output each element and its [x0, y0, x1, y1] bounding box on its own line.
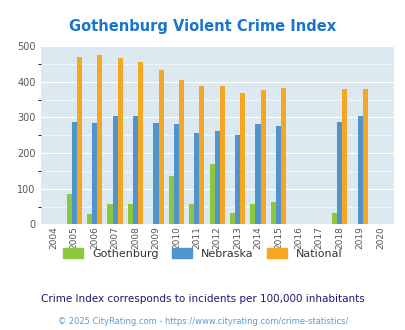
Bar [219, 86, 224, 224]
Bar [209, 164, 214, 224]
Bar [341, 89, 347, 224]
Bar [357, 116, 362, 224]
Bar [133, 116, 138, 224]
Bar [92, 123, 97, 224]
Bar [168, 176, 173, 224]
Legend: Gothenburg, Nebraska, National: Gothenburg, Nebraska, National [59, 244, 346, 263]
Bar [331, 213, 336, 224]
Text: Gothenburg Violent Crime Index: Gothenburg Violent Crime Index [69, 19, 336, 34]
Bar [189, 204, 194, 224]
Bar [77, 57, 82, 224]
Bar [336, 122, 341, 224]
Bar [275, 126, 280, 224]
Bar [214, 131, 219, 224]
Bar [97, 55, 102, 224]
Bar [255, 124, 260, 224]
Bar [179, 80, 183, 224]
Text: Crime Index corresponds to incidents per 100,000 inhabitants: Crime Index corresponds to incidents per… [41, 294, 364, 304]
Bar [117, 58, 122, 224]
Bar [280, 88, 286, 224]
Bar [250, 204, 255, 224]
Bar [87, 214, 92, 224]
Bar [229, 213, 234, 224]
Bar [362, 89, 367, 224]
Bar [128, 204, 133, 224]
Bar [66, 194, 72, 224]
Bar [112, 116, 117, 224]
Bar [173, 124, 179, 224]
Bar [194, 133, 199, 224]
Bar [234, 135, 240, 224]
Bar [240, 93, 245, 224]
Bar [199, 86, 204, 224]
Bar [270, 202, 275, 224]
Bar [158, 70, 163, 224]
Bar [260, 90, 265, 224]
Bar [72, 122, 77, 224]
Bar [153, 123, 158, 224]
Bar [107, 204, 112, 224]
Bar [138, 62, 143, 224]
Text: © 2025 CityRating.com - https://www.cityrating.com/crime-statistics/: © 2025 CityRating.com - https://www.city… [58, 317, 347, 326]
